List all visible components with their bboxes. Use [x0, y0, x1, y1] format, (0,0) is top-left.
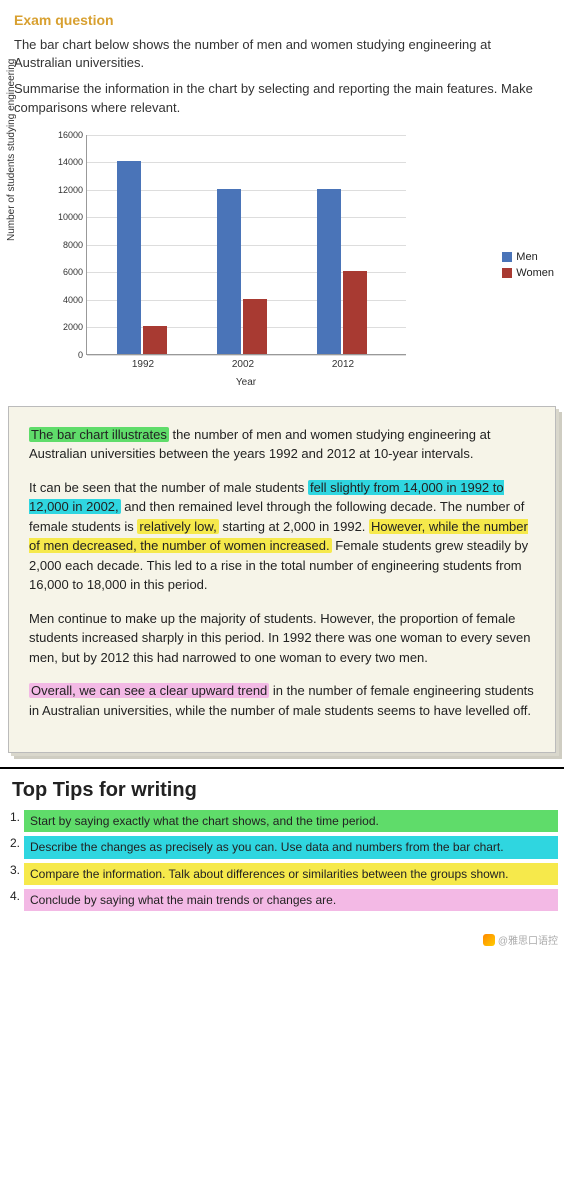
highlight-yellow: relatively low, — [137, 519, 218, 534]
chart-gridline — [87, 355, 406, 356]
tip-text: Describe the changes as precisely as you… — [24, 836, 558, 858]
bar-group — [117, 161, 177, 354]
weibo-icon — [483, 934, 495, 946]
highlight-green: The bar chart illustrates — [29, 427, 169, 442]
tip-row: 1.Start by saying exactly what the chart… — [6, 810, 558, 832]
tip-row: 2.Describe the changes as precisely as y… — [6, 836, 558, 858]
y-tick-label: 2000 — [47, 322, 83, 332]
x-axis-label: Year — [86, 377, 406, 388]
y-tick-label: 8000 — [47, 240, 83, 250]
tip-number: 2. — [6, 836, 24, 850]
bar — [343, 271, 367, 354]
x-tick-label: 2012 — [313, 359, 373, 370]
tip-text: Compare the information. Talk about diff… — [24, 863, 558, 885]
y-tick-label: 4000 — [47, 295, 83, 305]
bar — [217, 189, 241, 354]
y-tick-label: 12000 — [47, 185, 83, 195]
bar-chart: Number of students studying engineering … — [0, 131, 564, 398]
y-tick-label: 14000 — [47, 157, 83, 167]
y-tick-label: 0 — [47, 350, 83, 360]
legend-swatch — [502, 252, 512, 262]
legend-label: Women — [516, 267, 554, 279]
legend-label: Men — [516, 251, 537, 263]
bar-group — [217, 189, 277, 354]
tip-text: Conclude by saying what the main trends … — [24, 889, 558, 911]
bar — [317, 189, 341, 354]
y-tick-label: 16000 — [47, 130, 83, 140]
answer-p2: It can be seen that the number of male s… — [29, 478, 535, 595]
bar — [143, 326, 167, 354]
answer-p4: Overall, we can see a clear upward trend… — [29, 681, 535, 720]
exam-question-section: Exam question The bar chart below shows … — [0, 0, 564, 131]
legend-item: Women — [502, 267, 554, 279]
sample-answer: The bar chart illustrates the number of … — [8, 406, 556, 754]
exam-question-p2: Summarise the information in the chart b… — [14, 80, 550, 116]
weibo-watermark: @雅思口语控 — [483, 932, 558, 947]
y-tick-label: 10000 — [47, 212, 83, 222]
tip-text: Start by saying exactly what the chart s… — [24, 810, 558, 832]
x-tick-label: 1992 — [113, 359, 173, 370]
legend-item: Men — [502, 251, 554, 263]
legend-swatch — [502, 268, 512, 278]
tips-title: Top Tips for writing — [6, 779, 558, 802]
y-tick-label: 6000 — [47, 267, 83, 277]
chart-gridline — [87, 135, 406, 136]
x-tick-label: 2002 — [213, 359, 273, 370]
exam-question-p1: The bar chart below shows the number of … — [14, 36, 550, 72]
bar-group — [317, 189, 377, 354]
tip-number: 4. — [6, 889, 24, 903]
chart-legend: Men Women — [502, 251, 554, 283]
tip-number: 1. — [6, 810, 24, 824]
tip-row: 4.Conclude by saying what the main trend… — [6, 889, 558, 911]
tips-section: Top Tips for writing 1.Start by saying e… — [0, 767, 564, 929]
y-axis-label: Number of students studying engineering — [6, 58, 17, 240]
watermark-row: @雅思口语控 — [0, 929, 564, 949]
bar — [243, 299, 267, 354]
chart-plot-area: 0200040006000800010000120001400016000199… — [86, 135, 406, 355]
answer-p1: The bar chart illustrates the number of … — [29, 425, 535, 464]
tip-number: 3. — [6, 863, 24, 877]
exam-question-title: Exam question — [14, 12, 550, 28]
highlight-pink: Overall, we can see a clear upward trend — [29, 683, 269, 698]
tip-row: 3.Compare the information. Talk about di… — [6, 863, 558, 885]
answer-p3: Men continue to make up the majority of … — [29, 609, 535, 668]
tips-list: 1.Start by saying exactly what the chart… — [6, 810, 558, 911]
bar — [117, 161, 141, 354]
